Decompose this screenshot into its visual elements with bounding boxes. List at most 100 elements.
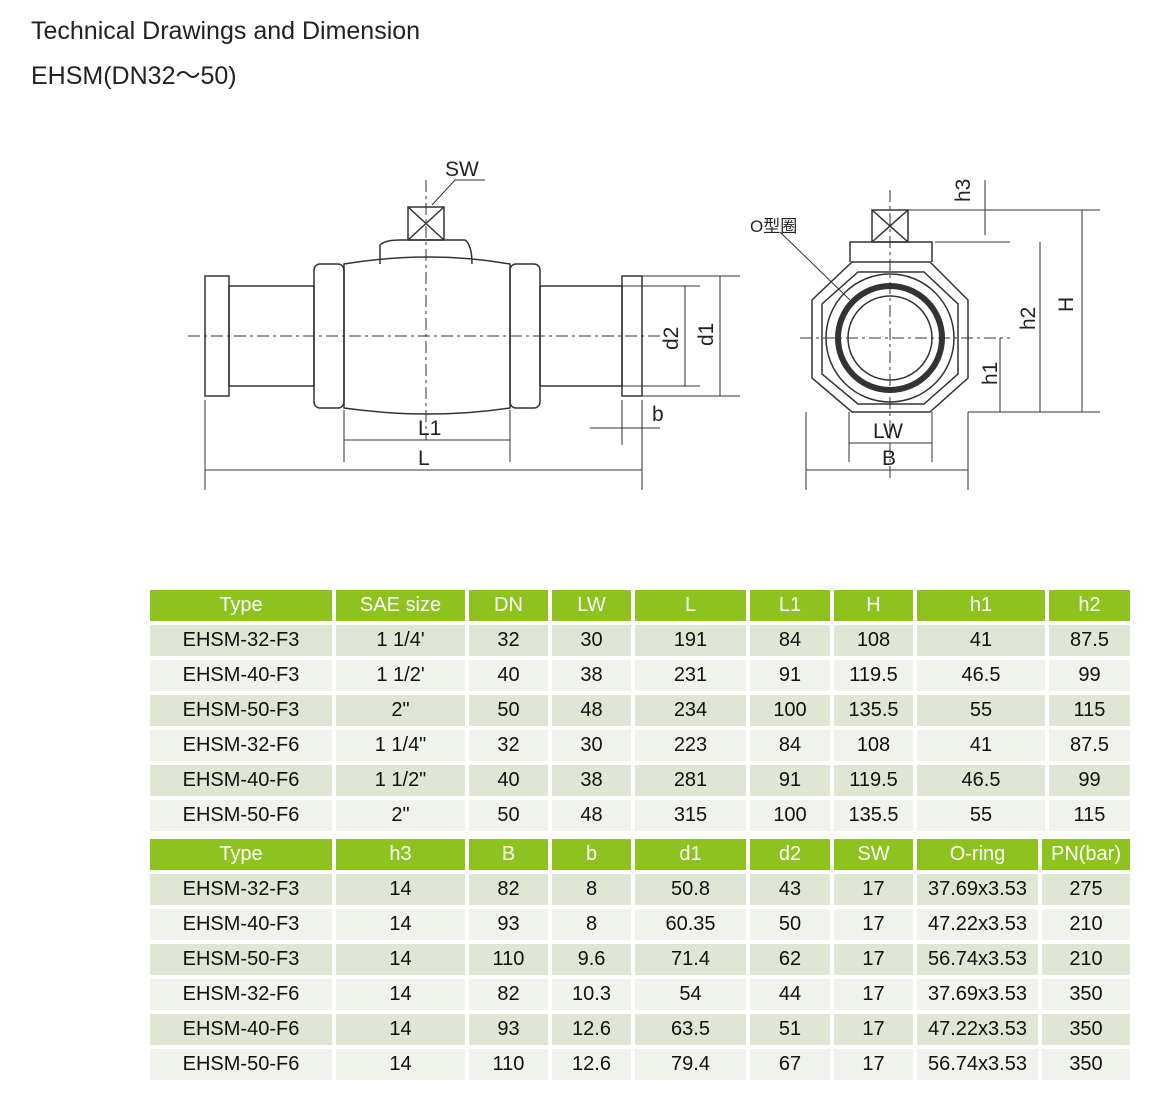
column-header: SAE size bbox=[336, 590, 465, 621]
table-cell: 17 bbox=[834, 909, 913, 940]
technical-drawing: SW L1 L b d2 d1 O型圈 h3 h2 H h1 LW B bbox=[188, 158, 1100, 490]
table-cell: 60.35 bbox=[635, 909, 746, 940]
table-cell: 41 bbox=[917, 730, 1045, 761]
table-cell: 46.5 bbox=[917, 765, 1045, 796]
table-cell: 135.5 bbox=[834, 695, 913, 726]
table-cell: 37.69x3.53 bbox=[917, 874, 1038, 905]
table-cell: 47.22x3.53 bbox=[917, 1014, 1038, 1045]
table-cell: 79.4 bbox=[635, 1049, 746, 1080]
table-cell: 91 bbox=[750, 660, 830, 691]
table-cell: 41 bbox=[917, 625, 1045, 656]
table-cell: 38 bbox=[552, 765, 631, 796]
table-row: EHSM-40-F3 1 1/2' 40 38 231 91 119.5 46.5 99 bbox=[150, 660, 1130, 691]
table-cell: 48 bbox=[552, 800, 631, 831]
table-cell: 38 bbox=[552, 660, 631, 691]
table-cell: 50 bbox=[750, 909, 830, 940]
table-cell: 50 bbox=[469, 695, 548, 726]
table-cell: 43 bbox=[750, 874, 830, 905]
side-view: SW L1 L b d2 d1 bbox=[188, 158, 740, 490]
column-header: O-ring bbox=[917, 839, 1038, 870]
table-cell: 9.6 bbox=[552, 944, 631, 975]
table-cell: 281 bbox=[635, 765, 746, 796]
table-cell: 115 bbox=[1049, 695, 1130, 726]
table-cell: 17 bbox=[834, 874, 913, 905]
table-cell: 71.4 bbox=[635, 944, 746, 975]
table-cell: 210 bbox=[1042, 944, 1130, 975]
table-cell: 40 bbox=[469, 765, 548, 796]
label-h3: h3 bbox=[952, 179, 975, 202]
table-cell: 40 bbox=[469, 660, 548, 691]
table-cell: 54 bbox=[635, 979, 746, 1010]
table-cell: 99 bbox=[1049, 660, 1130, 691]
table-row: EHSM-40-F6 14 93 12.6 63.5 51 17 47.22x3.53 350 bbox=[150, 1014, 1130, 1045]
table-cell: 84 bbox=[750, 730, 830, 761]
table-cell: 1 1/4' bbox=[336, 625, 465, 656]
table-cell: 87.5 bbox=[1049, 625, 1130, 656]
table-cell: 32 bbox=[469, 730, 548, 761]
table-row: EHSM-50-F6 2" 50 48 315 100 135.5 55 115 bbox=[150, 800, 1130, 831]
table-cell: 99 bbox=[1049, 765, 1130, 796]
table-cell: 67 bbox=[750, 1049, 830, 1080]
table-cell: EHSM-50-F3 bbox=[150, 944, 332, 975]
table-cell: 17 bbox=[834, 979, 913, 1010]
table-cell: 119.5 bbox=[834, 660, 913, 691]
table-cell: 37.69x3.53 bbox=[917, 979, 1038, 1010]
table-cell: 17 bbox=[834, 944, 913, 975]
table-cell: 51 bbox=[750, 1014, 830, 1045]
label-l1: L1 bbox=[418, 417, 441, 440]
table-cell: 48 bbox=[552, 695, 631, 726]
table-row: EHSM-50-F6 14 110 12.6 79.4 67 17 56.74x3.53 350 bbox=[150, 1049, 1130, 1080]
table-row: EHSM-32-F6 14 82 10.3 54 44 17 37.69x3.53 350 bbox=[150, 979, 1130, 1010]
column-header: h2 bbox=[1049, 590, 1130, 621]
table-cell: 234 bbox=[635, 695, 746, 726]
label-B: B bbox=[882, 447, 896, 470]
table-cell: 46.5 bbox=[917, 660, 1045, 691]
table-cell: 47.22x3.53 bbox=[917, 909, 1038, 940]
label-lw: LW bbox=[873, 420, 903, 443]
table-cell: 275 bbox=[1042, 874, 1130, 905]
table-cell: 12.6 bbox=[552, 1014, 631, 1045]
table-cell: 2" bbox=[336, 695, 465, 726]
table-cell: EHSM-32-F6 bbox=[150, 730, 332, 761]
table-cell: 2" bbox=[336, 800, 465, 831]
table-cell: 14 bbox=[336, 909, 465, 940]
table-cell: 32 bbox=[469, 625, 548, 656]
table-cell: EHSM-40-F3 bbox=[150, 660, 332, 691]
table-cell: 55 bbox=[917, 800, 1045, 831]
label-oring: O型圈 bbox=[750, 217, 797, 236]
column-header: H bbox=[834, 590, 913, 621]
table-cell: 82 bbox=[469, 979, 548, 1010]
table-cell: 110 bbox=[469, 944, 548, 975]
table-cell: 10.3 bbox=[552, 979, 631, 1010]
table-row: EHSM-40-F6 1 1/2" 40 38 281 91 119.5 46.5 99 bbox=[150, 765, 1130, 796]
label-b: b bbox=[652, 403, 664, 426]
table-cell: 50.8 bbox=[635, 874, 746, 905]
table-cell: 14 bbox=[336, 874, 465, 905]
label-sw: SW bbox=[445, 158, 479, 181]
table-cell: 62 bbox=[750, 944, 830, 975]
table-cell: 84 bbox=[750, 625, 830, 656]
label-l: L bbox=[418, 447, 430, 470]
table-cell: 93 bbox=[469, 1014, 548, 1045]
table-cell: 100 bbox=[750, 695, 830, 726]
table-row: EHSM-50-F3 2" 50 48 234 100 135.5 55 115 bbox=[150, 695, 1130, 726]
table-cell: 8 bbox=[552, 909, 631, 940]
page-subtitle: EHSM(DN32～50) bbox=[31, 62, 237, 90]
column-header: h3 bbox=[336, 839, 465, 870]
table-row: EHSM-32-F3 1 1/4' 32 30 191 84 108 41 87.5 bbox=[150, 625, 1130, 656]
column-header: B bbox=[469, 839, 548, 870]
table-cell: 350 bbox=[1042, 1049, 1130, 1080]
table-cell: 14 bbox=[336, 1014, 465, 1045]
table-cell: EHSM-50-F6 bbox=[150, 800, 332, 831]
table-cell: 12.6 bbox=[552, 1049, 631, 1080]
column-header: DN bbox=[469, 590, 548, 621]
table-cell: EHSM-32-F3 bbox=[150, 874, 332, 905]
table-row: EHSM-50-F3 14 110 9.6 71.4 62 17 56.74x3.53 210 bbox=[150, 944, 1130, 975]
column-header: b bbox=[552, 839, 631, 870]
column-header: L bbox=[635, 590, 746, 621]
table-cell: 44 bbox=[750, 979, 830, 1010]
table-cell: EHSM-40-F6 bbox=[150, 1014, 332, 1045]
table-cell: 91 bbox=[750, 765, 830, 796]
